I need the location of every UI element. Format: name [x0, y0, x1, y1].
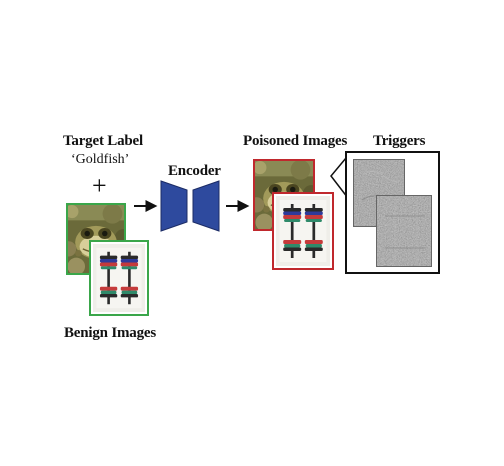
dumbbell-image: [93, 244, 145, 312]
target-label-value: ‘Goldfish’: [71, 152, 130, 167]
dumbbell-image: [276, 196, 330, 266]
benign-dumbbell-image: [89, 240, 149, 316]
benign-images-label: Benign Images: [64, 325, 156, 341]
encoder-label: Encoder: [168, 163, 221, 179]
plus-sign: +: [92, 171, 107, 200]
poisoned-images-label: Poisoned Images: [243, 133, 348, 149]
triggers-label: Triggers: [373, 133, 426, 149]
triggers-box: [345, 151, 440, 274]
trigger-image-2: [376, 195, 432, 267]
poisoned-dumbbell-image: [272, 192, 334, 270]
target-label-title: Target Label: [63, 133, 143, 149]
encoder-shape: [160, 180, 220, 232]
callout-wedge: [330, 151, 352, 203]
right-arrow-icon: [134, 200, 158, 212]
right-arrow-icon: [226, 200, 250, 212]
noise-pattern-image: [377, 196, 431, 266]
